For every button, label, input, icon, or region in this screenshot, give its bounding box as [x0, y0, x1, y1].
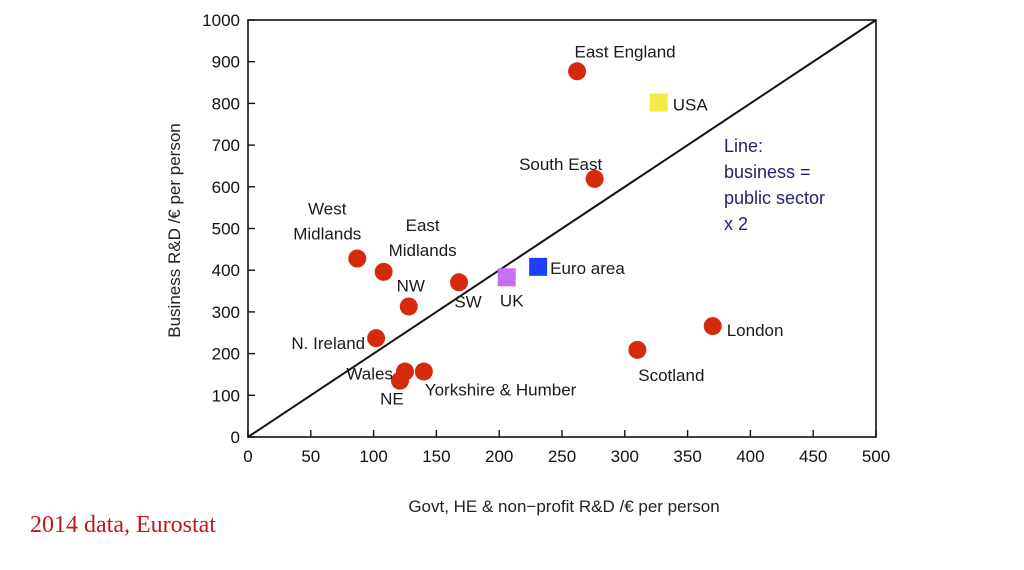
point-labels: East England South East London Scotland West…	[291, 42, 783, 408]
x-tick-label: 450	[799, 447, 827, 466]
x-tick-label: 150	[422, 447, 450, 466]
annotation-line: Line:	[724, 136, 763, 156]
axis-ticks: 0 50 100 150 200 250 300 350 400 450 500 0 100 200 300…	[202, 11, 890, 466]
data-label-line: East	[406, 216, 440, 235]
data-label-line: West	[308, 200, 347, 219]
y-tick-label: 0	[231, 428, 240, 447]
data-point-london	[703, 317, 722, 336]
x-tick-label: 100	[359, 447, 387, 466]
x-tick-label: 350	[673, 447, 701, 466]
data-point-west-midlands	[348, 249, 367, 268]
data-label-scotland: Scotland	[638, 366, 704, 385]
data-point-scotland	[628, 340, 647, 359]
data-label-line: Midlands	[389, 241, 457, 260]
x-tick-label: 400	[736, 447, 764, 466]
data-label-east-england: East England	[575, 42, 676, 61]
reference-line-group	[247, 19, 877, 438]
y-tick-label: 300	[212, 303, 240, 322]
data-point-nw	[399, 297, 418, 316]
x-axis-label: Govt, HE & non−profit R&D /€ per person	[408, 497, 719, 516]
data-point-sw	[450, 273, 469, 292]
data-label-london: London	[727, 321, 784, 340]
annotation-line: x 2	[724, 214, 748, 234]
data-label-yorkshire-humber: Yorkshire & Humber	[425, 381, 577, 400]
data-label-south-east: South East	[519, 155, 602, 174]
y-tick-label: 700	[212, 136, 240, 155]
data-point-uk	[497, 268, 516, 287]
data-label-wales: Wales	[346, 365, 393, 384]
y-tick-label: 500	[212, 220, 240, 239]
data-points	[348, 62, 722, 390]
y-axis-label: Business R&D /€ per person	[165, 123, 184, 338]
reference-line	[247, 19, 877, 438]
source-note: 2014 data, Eurostat	[30, 512, 216, 538]
y-tick-label: 1000	[202, 11, 240, 30]
data-point-n-ireland	[367, 329, 386, 348]
data-point-east-midlands	[374, 262, 393, 281]
data-point-south-east	[585, 169, 604, 188]
data-label-usa: USA	[673, 96, 709, 115]
y-tick-label: 200	[212, 345, 240, 364]
x-tick-label: 0	[243, 447, 252, 466]
data-label-line: Midlands	[293, 225, 361, 244]
data-label-west-midlands: West Midlands	[293, 200, 361, 244]
annotation-line: business =	[724, 162, 811, 182]
reference-line-annotation: Line: business = public sector x 2	[724, 136, 825, 234]
data-point-euro-area	[529, 257, 548, 276]
x-tick-label: 300	[611, 447, 639, 466]
data-point-yorkshire-humber	[414, 362, 433, 381]
x-tick-label: 250	[548, 447, 576, 466]
data-label-euro-area: Euro area	[550, 259, 625, 278]
y-tick-label: 800	[212, 94, 240, 113]
x-tick-label: 500	[862, 447, 890, 466]
data-point-usa	[649, 93, 668, 112]
data-label-sw: SW	[454, 292, 481, 311]
data-label-east-midlands: East Midlands	[389, 216, 457, 260]
data-label-n-ireland: N. Ireland	[291, 334, 365, 353]
data-label-uk: UK	[500, 291, 524, 310]
data-label-ne: NE	[380, 390, 404, 409]
x-tick-label: 50	[301, 447, 320, 466]
data-point-east-england	[568, 62, 587, 81]
plot-frame	[247, 19, 877, 438]
data-point-ne	[390, 371, 409, 390]
y-tick-label: 400	[212, 261, 240, 280]
annotation-line: public sector	[724, 188, 825, 208]
y-tick-label: 900	[212, 53, 240, 72]
y-tick-label: 600	[212, 178, 240, 197]
x-tick-label: 200	[485, 447, 513, 466]
data-label-nw: NW	[397, 276, 425, 295]
y-tick-label: 100	[212, 386, 240, 405]
